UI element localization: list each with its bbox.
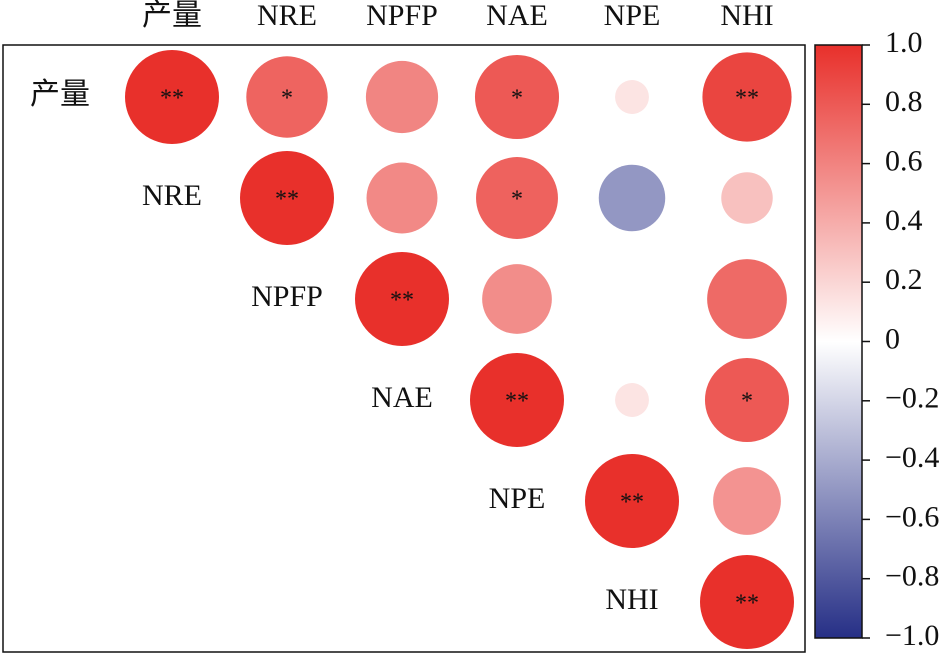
column-label: 产量 [142,0,202,32]
row-label: NPFP [251,280,323,313]
correlation-circle [615,80,649,114]
row-label: NPE [489,482,546,515]
colorbar-tick-label: 0 [885,322,900,355]
correlation-circle [482,264,552,334]
colorbar-tick-label: −0.8 [885,560,939,593]
correlation-circle [246,56,328,138]
column-label: NRE [257,0,317,32]
colorbar [814,44,863,639]
significance-stars: ** [505,389,529,415]
significance-stars: * [281,86,293,112]
correlation-circle [240,151,334,245]
correlation-circle [585,454,679,548]
significance-stars: * [741,389,753,415]
colorbar-tick-label: 0.4 [885,204,923,237]
correlation-circle [700,555,794,649]
significance-stars: * [511,86,523,112]
correlation-circle [476,157,558,239]
correlation-circle [366,162,438,234]
colorbar-tick-label: −0.4 [885,441,939,474]
significance-stars: * [511,187,523,213]
column-label: NPE [604,0,661,32]
row-label: NAE [371,381,433,414]
significance-stars: ** [275,187,299,213]
column-label: NHI [720,0,773,32]
correlation-circle [365,60,439,134]
plot-frame [2,44,806,653]
correlation-circle [713,467,781,535]
correlation-circle [474,54,560,140]
correlation-circle [598,164,666,232]
column-label: NPFP [366,0,438,32]
correlation-circle [704,357,790,443]
colorbar-tick-label: −0.6 [885,500,939,533]
row-label: 产量 [30,78,90,111]
correlation-circle [355,252,449,346]
correlation-circle [721,172,773,224]
significance-stars: ** [160,86,184,112]
column-label: NAE [486,0,548,32]
colorbar-tick-label: 0.8 [885,85,923,118]
significance-stars: ** [735,591,759,617]
significance-stars: ** [620,490,644,516]
correlation-circle [707,259,787,339]
significance-stars: ** [735,86,759,112]
correlation-circle [470,353,564,447]
colorbar-tick-label: 0.6 [885,144,923,177]
colorbar-tick-label: −1.0 [885,619,939,652]
significance-stars: ** [390,288,414,314]
colorbar-tick-label: 1.0 [885,26,923,59]
correlation-circle [702,52,792,142]
row-label: NHI [605,583,658,616]
correlation-circle [125,50,219,144]
row-label: NRE [142,179,202,212]
correlation-circle [615,383,649,417]
colorbar-tick-label: −0.2 [885,382,939,415]
colorbar-tick-label: 0.2 [885,263,923,296]
